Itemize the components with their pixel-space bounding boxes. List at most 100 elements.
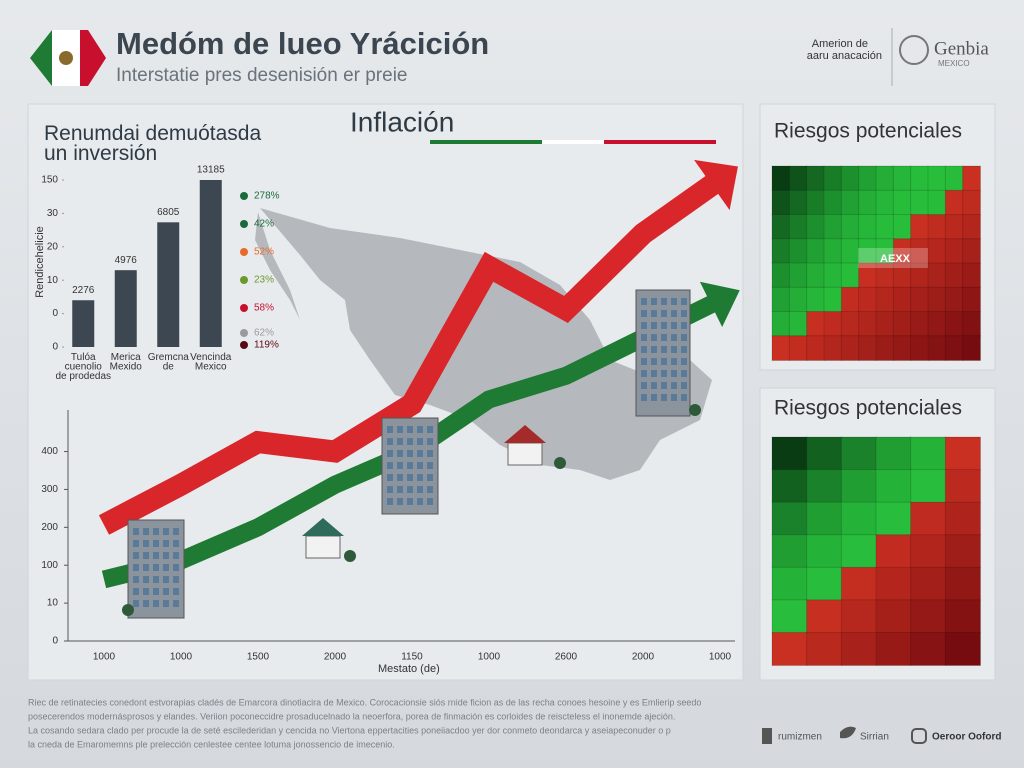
heatmap-cell bbox=[840, 165, 860, 192]
window bbox=[681, 370, 687, 377]
window bbox=[407, 426, 413, 433]
window bbox=[681, 382, 687, 389]
heatmap-cell bbox=[771, 599, 808, 634]
heatmap-cell bbox=[875, 501, 912, 536]
window bbox=[133, 540, 139, 547]
heatmap-cell bbox=[771, 534, 808, 569]
panel-title: Riesgos potenciales bbox=[774, 120, 962, 143]
heatmap-cell bbox=[944, 599, 981, 634]
heatmap-cell bbox=[771, 501, 808, 536]
heatmap-cell bbox=[875, 214, 895, 240]
window bbox=[397, 438, 403, 445]
twitter-icon[interactable] bbox=[840, 726, 856, 739]
heatmap-cell bbox=[944, 286, 964, 313]
window bbox=[397, 426, 403, 433]
heatmap-cell bbox=[875, 534, 912, 569]
logo-mark bbox=[899, 35, 929, 65]
heatmap-cell bbox=[771, 566, 808, 601]
bar bbox=[199, 180, 222, 347]
window bbox=[133, 576, 139, 583]
heatmap-cell bbox=[823, 262, 843, 289]
window bbox=[173, 600, 179, 607]
bar-annotation: 4976 bbox=[115, 255, 138, 266]
legend-swatch bbox=[240, 304, 248, 312]
window bbox=[681, 310, 687, 317]
heatmap-cell bbox=[944, 501, 981, 536]
footer-text: posecerendos modernásprosos y elandes. V… bbox=[28, 711, 675, 721]
social-label[interactable]: rumizmen bbox=[778, 732, 822, 743]
window bbox=[133, 552, 139, 559]
window bbox=[661, 370, 667, 377]
heatmap-cell bbox=[875, 436, 912, 471]
window bbox=[671, 346, 677, 353]
window bbox=[651, 394, 657, 401]
y-tick-label: 150 bbox=[41, 175, 58, 186]
heatmap-cell bbox=[892, 165, 912, 192]
heatmap-cell bbox=[927, 214, 947, 240]
heatmap-cell bbox=[910, 566, 947, 601]
heatmap-cell bbox=[823, 165, 843, 192]
heatmap-cell bbox=[962, 311, 982, 337]
heatmap-cell bbox=[840, 311, 860, 337]
window bbox=[641, 310, 647, 317]
heatmap-cell bbox=[840, 501, 877, 536]
heatmap-cell bbox=[944, 469, 981, 504]
heatmap-cell bbox=[927, 238, 947, 264]
heatmap-cell bbox=[910, 165, 930, 192]
window bbox=[671, 394, 677, 401]
window bbox=[417, 498, 423, 505]
heatmap-cell bbox=[910, 286, 930, 313]
heatmap-cell bbox=[788, 262, 808, 289]
subtitle: Interstatie pres desenisión er preie bbox=[116, 65, 408, 86]
heatmap-cell bbox=[944, 436, 981, 471]
facebook-icon[interactable] bbox=[762, 728, 772, 744]
window bbox=[143, 564, 149, 571]
window bbox=[387, 450, 393, 457]
window bbox=[651, 370, 657, 377]
heatmap-cell bbox=[840, 238, 860, 264]
heatmap-cell bbox=[892, 335, 912, 361]
heatmap-cell bbox=[875, 631, 912, 667]
window bbox=[641, 322, 647, 329]
chart-title: Renumdai demuótasda un inversión bbox=[44, 122, 261, 165]
y-tick-label: 0 bbox=[52, 636, 58, 647]
window bbox=[387, 426, 393, 433]
window bbox=[133, 528, 139, 535]
window bbox=[651, 358, 657, 365]
heatmap-cell bbox=[806, 566, 843, 601]
window bbox=[407, 450, 413, 457]
y-axis-label: Rendicehelicie bbox=[34, 226, 46, 298]
heatmap-cell bbox=[840, 469, 877, 504]
social-label[interactable]: Sirrian bbox=[860, 732, 889, 743]
x-tick-label: 1000 bbox=[93, 652, 116, 663]
heatmap-cell bbox=[944, 311, 964, 337]
heatmap-cell bbox=[962, 286, 982, 313]
heatmap-cell bbox=[910, 311, 930, 337]
heatmap-cell bbox=[806, 189, 826, 216]
bar bbox=[157, 222, 180, 347]
heatmap-cell bbox=[840, 631, 877, 667]
window bbox=[661, 322, 667, 329]
window bbox=[641, 394, 647, 401]
window bbox=[387, 498, 393, 505]
window bbox=[661, 310, 667, 317]
heatmap-cell bbox=[823, 286, 843, 313]
panel-title: Riesgos potenciales bbox=[774, 397, 962, 420]
heatmap-cell bbox=[771, 286, 791, 313]
window bbox=[133, 588, 139, 595]
x-tick-label: Vencinda Mexico bbox=[190, 352, 232, 373]
heatmap-cell bbox=[962, 165, 982, 192]
window bbox=[163, 564, 169, 571]
y-tick-label: 30 bbox=[47, 208, 59, 219]
heatmap-cell bbox=[962, 262, 982, 289]
heatmap-cell bbox=[788, 238, 808, 264]
legend-swatch bbox=[240, 329, 248, 337]
heatmap-cell bbox=[944, 631, 981, 667]
instagram-icon[interactable] bbox=[911, 728, 927, 744]
shrub bbox=[122, 604, 134, 616]
heatmap-cell bbox=[806, 501, 843, 536]
legend-label: 58% bbox=[254, 303, 274, 314]
social-label[interactable]: Oeroor Ooford bbox=[932, 732, 1001, 743]
y-tick-label: 20 bbox=[47, 241, 59, 252]
heatmap-cell bbox=[927, 262, 947, 289]
